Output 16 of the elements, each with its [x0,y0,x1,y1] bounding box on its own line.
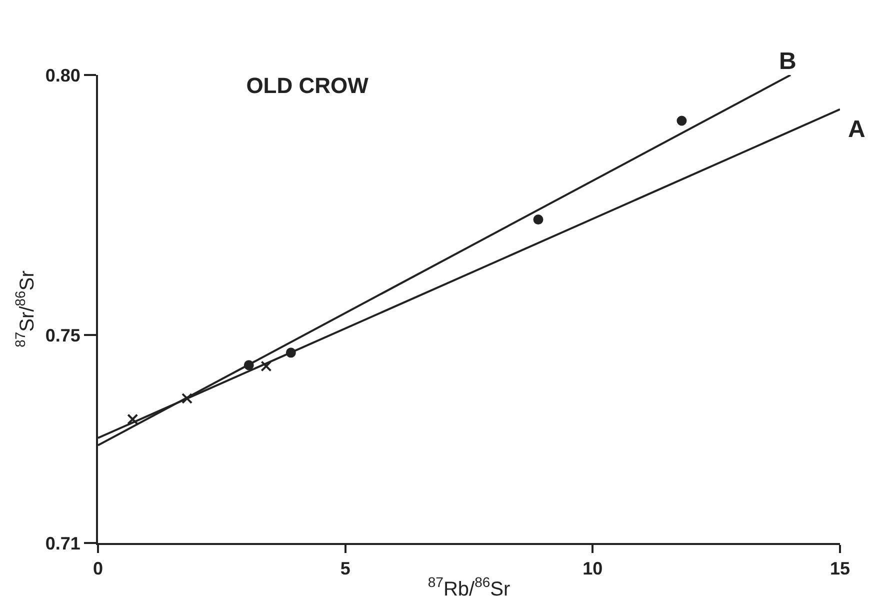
x-tick-label: 5 [340,558,350,579]
x-tick-label: 15 [830,558,850,579]
series-label: A [848,116,866,143]
point [182,392,193,404]
point [260,360,272,372]
series-label: B [779,48,796,75]
x-tick-label: 10 [582,558,603,579]
x-axis-title: $^{87}$Rb/$^{86}$Sr [428,574,510,601]
x-tick-label: 0 [92,558,104,579]
point [127,414,138,425]
point [676,116,687,126]
point [533,214,544,225]
chart-title: OLD CROW [246,72,369,98]
y-tick-label: 0.75 [45,325,80,346]
y-tick-label: 0.71 [45,533,80,554]
y-tick-label: 0.80 [45,65,80,86]
